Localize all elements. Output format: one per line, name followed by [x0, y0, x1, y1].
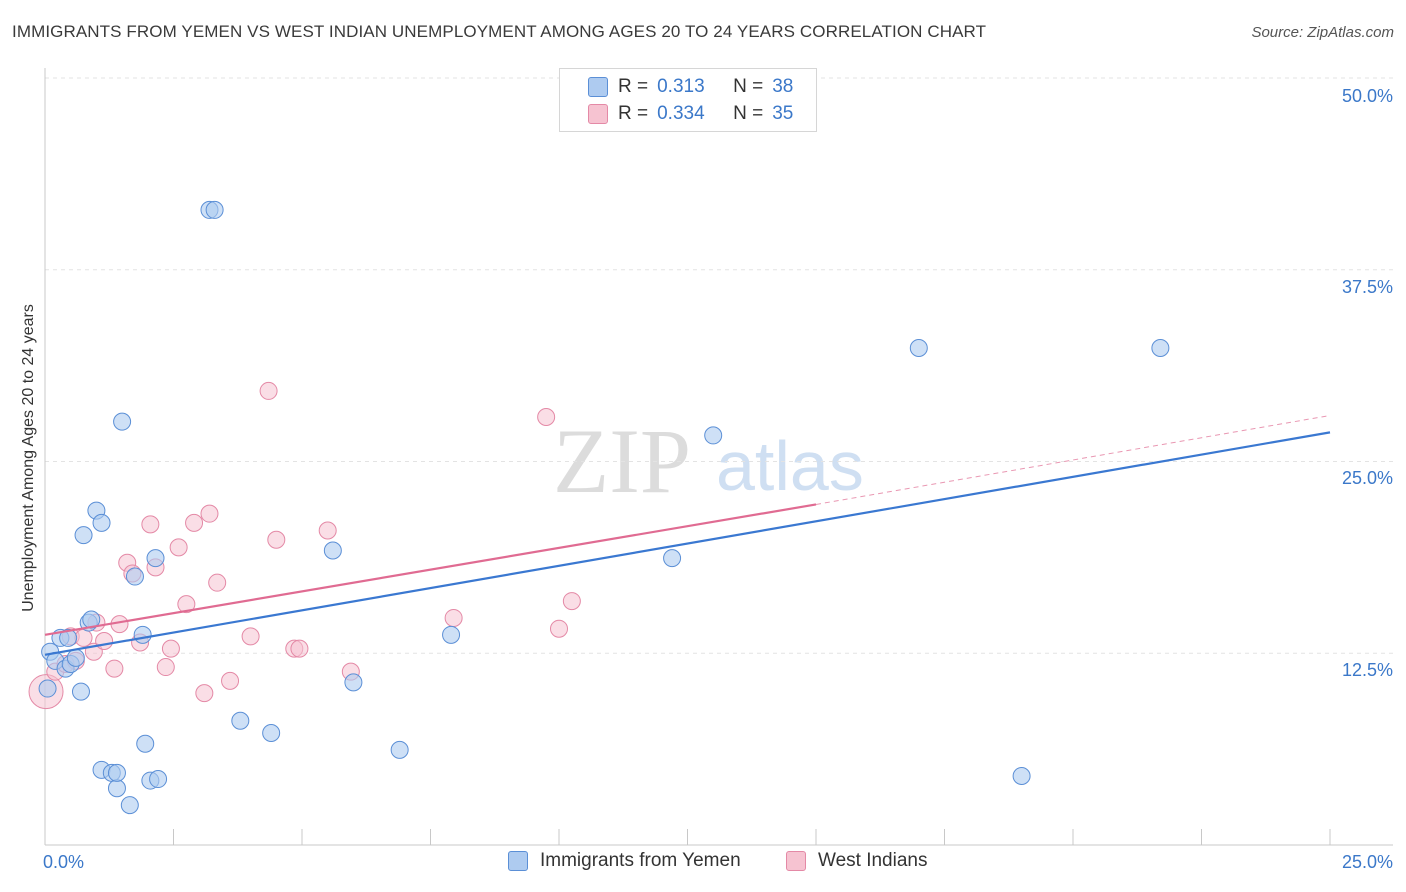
y-tick-label-50: 50.0% [1341, 86, 1393, 106]
watermark-atlas: atlas [716, 427, 864, 505]
legend-item-west-indians[interactable]: West Indians [786, 850, 927, 872]
yemen-point [92, 513, 111, 532]
legend-r-label: R = [618, 103, 649, 124]
yemen-point [38, 679, 57, 698]
legend-r-value-yemen: 0.313 [657, 76, 705, 97]
west-indians-point [105, 659, 124, 678]
yemen-point [262, 724, 281, 743]
west-indians-point [177, 595, 196, 614]
legend-row-yemen: R = 0.313 N = 38 [588, 75, 793, 99]
yemen-point [704, 426, 723, 445]
west-indians-point [195, 684, 214, 703]
yemen-point [205, 200, 224, 219]
legend-r-value-west-indians: 0.334 [657, 103, 705, 124]
yemen-point [323, 541, 342, 560]
yemen-point [442, 625, 461, 644]
legend-r-label: R = [618, 76, 649, 97]
west-indians-point [161, 639, 180, 658]
yemen-point [120, 796, 139, 815]
west-indians-point [208, 573, 227, 592]
west-indians-point [550, 619, 568, 638]
yemen-point [663, 549, 682, 568]
yemen-point [107, 779, 126, 798]
yemen-point [231, 711, 250, 730]
legend-swatch-yemen [508, 851, 528, 871]
west-indians-point [290, 639, 309, 658]
yemen-point [1151, 338, 1170, 357]
series-legend: Immigrants from Yemen West Indians [0, 850, 1406, 878]
legend-row-west-indians: R = 0.334 N = 35 [588, 102, 793, 126]
west-indians-point [185, 513, 204, 532]
yemen-point [390, 740, 409, 759]
legend-label-yemen: Immigrants from Yemen [540, 850, 741, 871]
yemen-point [136, 734, 155, 753]
yemen-point [113, 412, 132, 431]
yemen-point [71, 682, 90, 701]
y-tick-label-12-5: 12.5% [1341, 660, 1393, 680]
yemen-point [909, 338, 928, 357]
x-tick-label-min: 0.0% [43, 852, 85, 872]
legend-swatch-west-indians [588, 104, 608, 124]
legend-swatch-west-indians [786, 851, 806, 871]
west-indians-point [537, 408, 556, 427]
legend-n-value-yemen: 38 [772, 76, 794, 97]
west-indians-point [221, 671, 240, 690]
west-indians-point [562, 592, 581, 611]
legend-n-label: N = [733, 103, 764, 124]
west-indians-point [169, 538, 188, 557]
y-tick-label-37-5: 37.5% [1341, 277, 1393, 297]
yemen-point [149, 770, 168, 789]
west-indians-point [241, 627, 260, 646]
yemen-point [74, 526, 93, 545]
west-indians-trend-line [44, 503, 817, 636]
yemen-point [66, 648, 85, 667]
west-indians-trend-extension [815, 414, 1331, 505]
correlation-legend: R = 0.313 N = 38 R = 0.334 N = 35 [559, 68, 817, 132]
yemen-point [59, 628, 78, 647]
chart-title: IMMIGRANTS FROM YEMEN VS WEST INDIAN UNE… [12, 22, 987, 41]
legend-item-yemen[interactable]: Immigrants from Yemen [508, 850, 741, 872]
west-indians-point [95, 631, 114, 650]
legend-label-west-indians: West Indians [818, 850, 928, 871]
west-indians-point [318, 521, 337, 540]
legend-swatch-yemen [588, 77, 608, 97]
west-indians-point [444, 608, 463, 627]
west-indians-point [200, 504, 219, 523]
west-indians-point [259, 381, 278, 400]
yemen-trend-line [44, 431, 1331, 656]
west-indians-point [267, 530, 286, 549]
legend-n-value-west-indians: 35 [772, 103, 794, 124]
yemen-point [107, 763, 126, 782]
yemen-point [1012, 766, 1031, 785]
yemen-point [125, 567, 144, 586]
x-tick-label-max: 25.0% [1341, 852, 1393, 872]
yemen-point [146, 549, 165, 568]
west-indians-point [156, 658, 175, 677]
legend-n-label: N = [733, 76, 764, 97]
y-tick-label-25: 25.0% [1341, 468, 1393, 488]
yemen-point [344, 673, 363, 692]
yemen-point [133, 625, 152, 644]
source-label: Source: ZipAtlas.com [1251, 24, 1394, 41]
west-indians-point [141, 515, 160, 534]
